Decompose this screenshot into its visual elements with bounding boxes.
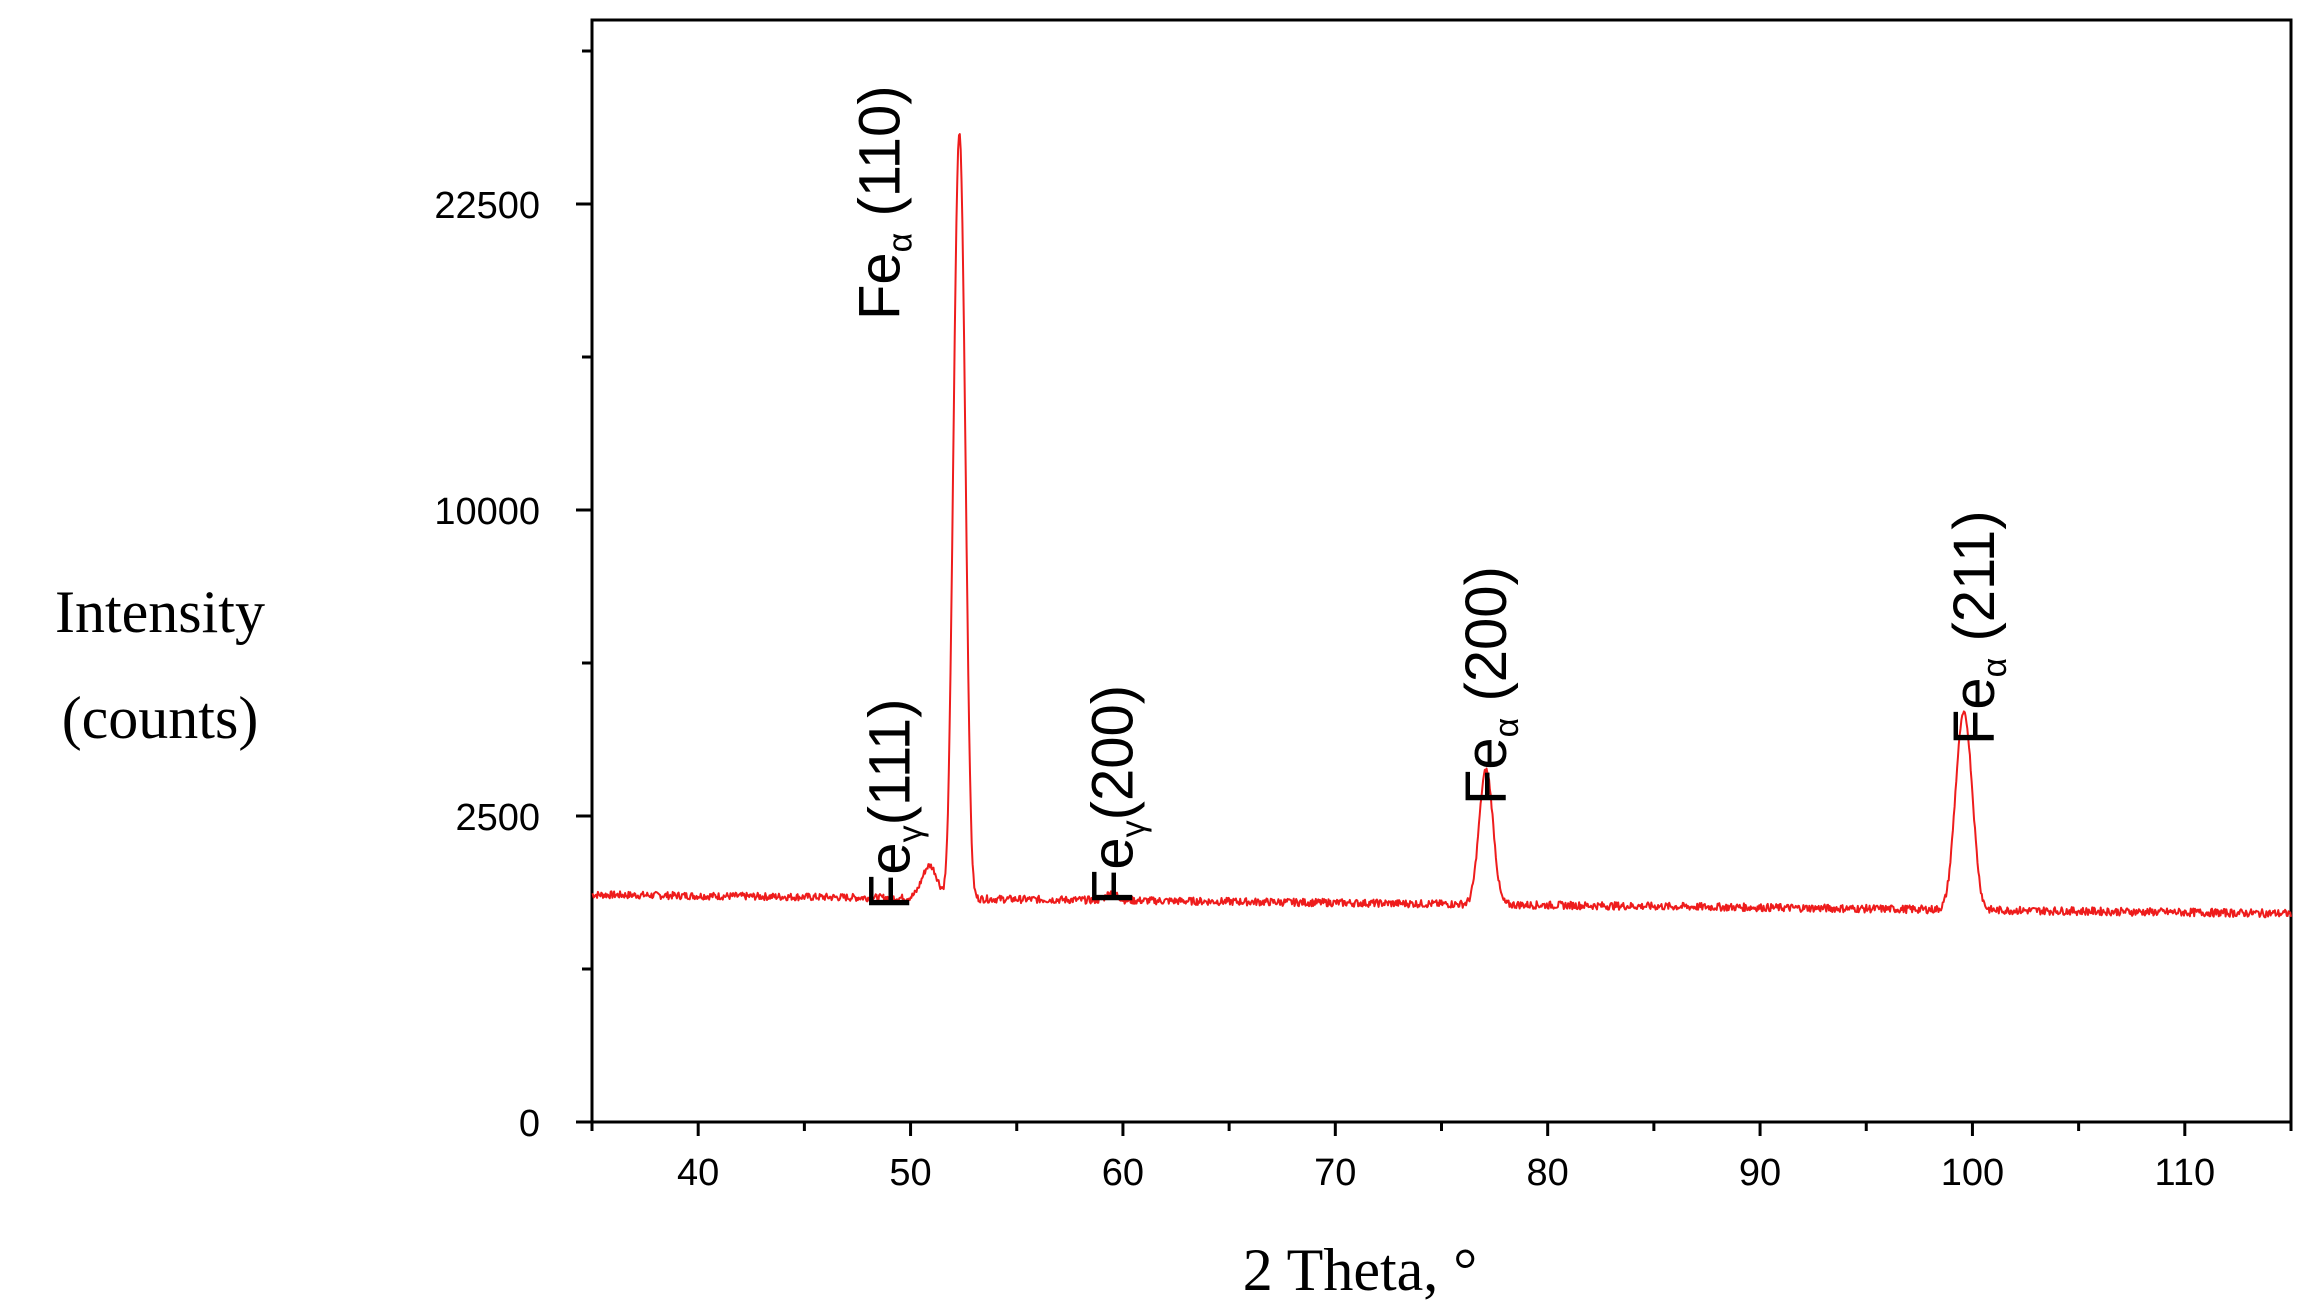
x-tick-labels: 40 50 60 70 80 90 100 110 (677, 1152, 2215, 1194)
y-tick-label-2500: 2500 (455, 797, 540, 839)
y-axis-title-line-1: Intensity (55, 579, 265, 645)
x-tick-label-80: 80 (1527, 1152, 1569, 1194)
x-axis-ticks (590, 1122, 2293, 1136)
xrd-pattern-line (591, 133, 2292, 919)
peak-annotations: Feγ(111) Feα (110) Feγ(200) Feα (200) Feα (2… (847, 85, 2014, 910)
peak-label-0: Feγ(111) (858, 699, 930, 910)
x-tick-label-40: 40 (677, 1152, 719, 1194)
peak-label-2: Feγ(200) (1080, 685, 1152, 905)
y-tick-label-0: 0 (519, 1103, 540, 1145)
x-axis-title: 2 Theta, ° (1243, 1237, 1478, 1303)
x-tick-label-100: 100 (1941, 1152, 2004, 1194)
x-tick-label-50: 50 (889, 1152, 931, 1194)
y-axis-title-line-2: (counts) (62, 685, 259, 751)
x-tick-label-110: 110 (2155, 1152, 2216, 1194)
y-axis-ticks (576, 49, 592, 1124)
peak-label-3: Feα (200) (1454, 566, 1526, 805)
peak-label-4: Feα (211) (1942, 510, 2014, 745)
x-tick-label-90: 90 (1739, 1152, 1781, 1194)
peak-label-1: Feα (110) (847, 85, 919, 320)
y-tick-label-10000: 10000 (434, 491, 540, 533)
x-tick-label-60: 60 (1102, 1152, 1144, 1194)
x-tick-label-70: 70 (1314, 1152, 1356, 1194)
y-tick-label-22500: 22500 (434, 185, 540, 227)
